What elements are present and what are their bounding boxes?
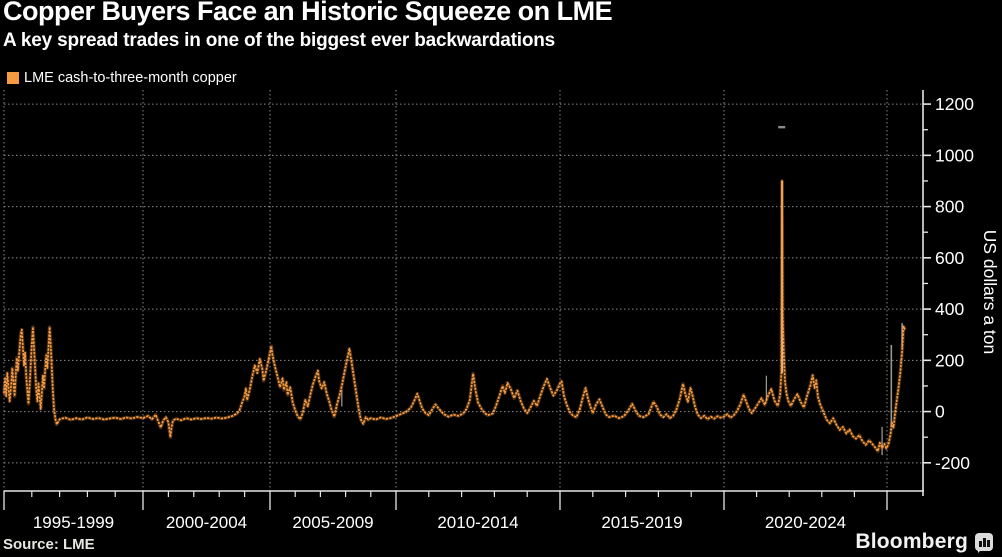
y-tick-label: 600 (935, 248, 964, 268)
x-bin-label: 2015-2019 (601, 513, 682, 532)
x-bin-label: 2000-2004 (166, 513, 247, 532)
legend-label: LME cash-to-three-month copper (24, 70, 237, 86)
y-tick-label: 200 (935, 350, 964, 370)
x-bin-label: 1995-1999 (33, 513, 114, 532)
brand-name: Bloomberg (855, 530, 968, 553)
y-tick-label: 400 (935, 299, 964, 319)
page-subtitle: A key spread trades in one of the bigges… (3, 30, 555, 51)
brand: Bloomberg (855, 530, 993, 554)
legend: LME cash-to-three-month copper (7, 70, 237, 86)
y-tick-label: -200 (935, 453, 970, 473)
series-line (3, 180, 906, 453)
x-bin-label: 2005-2009 (292, 513, 373, 532)
series-glow (2, 179, 907, 454)
y-tick-label: 1000 (935, 145, 974, 165)
bloomberg-terminal-icon (975, 533, 993, 553)
source-credit: Source: LME (3, 536, 95, 553)
x-bin-label: 2010-2014 (437, 513, 518, 532)
y-tick-label: 800 (935, 197, 964, 217)
legend-swatch-icon (7, 72, 19, 84)
y-axis-title: US dollars a ton (980, 230, 1000, 355)
y-tick-label: 1200 (935, 94, 974, 114)
outlier-point (778, 125, 786, 129)
page-title: Copper Buyers Face an Historic Squeeze o… (3, 0, 613, 26)
x-bin-label: 2020-2024 (765, 513, 846, 532)
y-tick-label: 0 (935, 402, 945, 422)
